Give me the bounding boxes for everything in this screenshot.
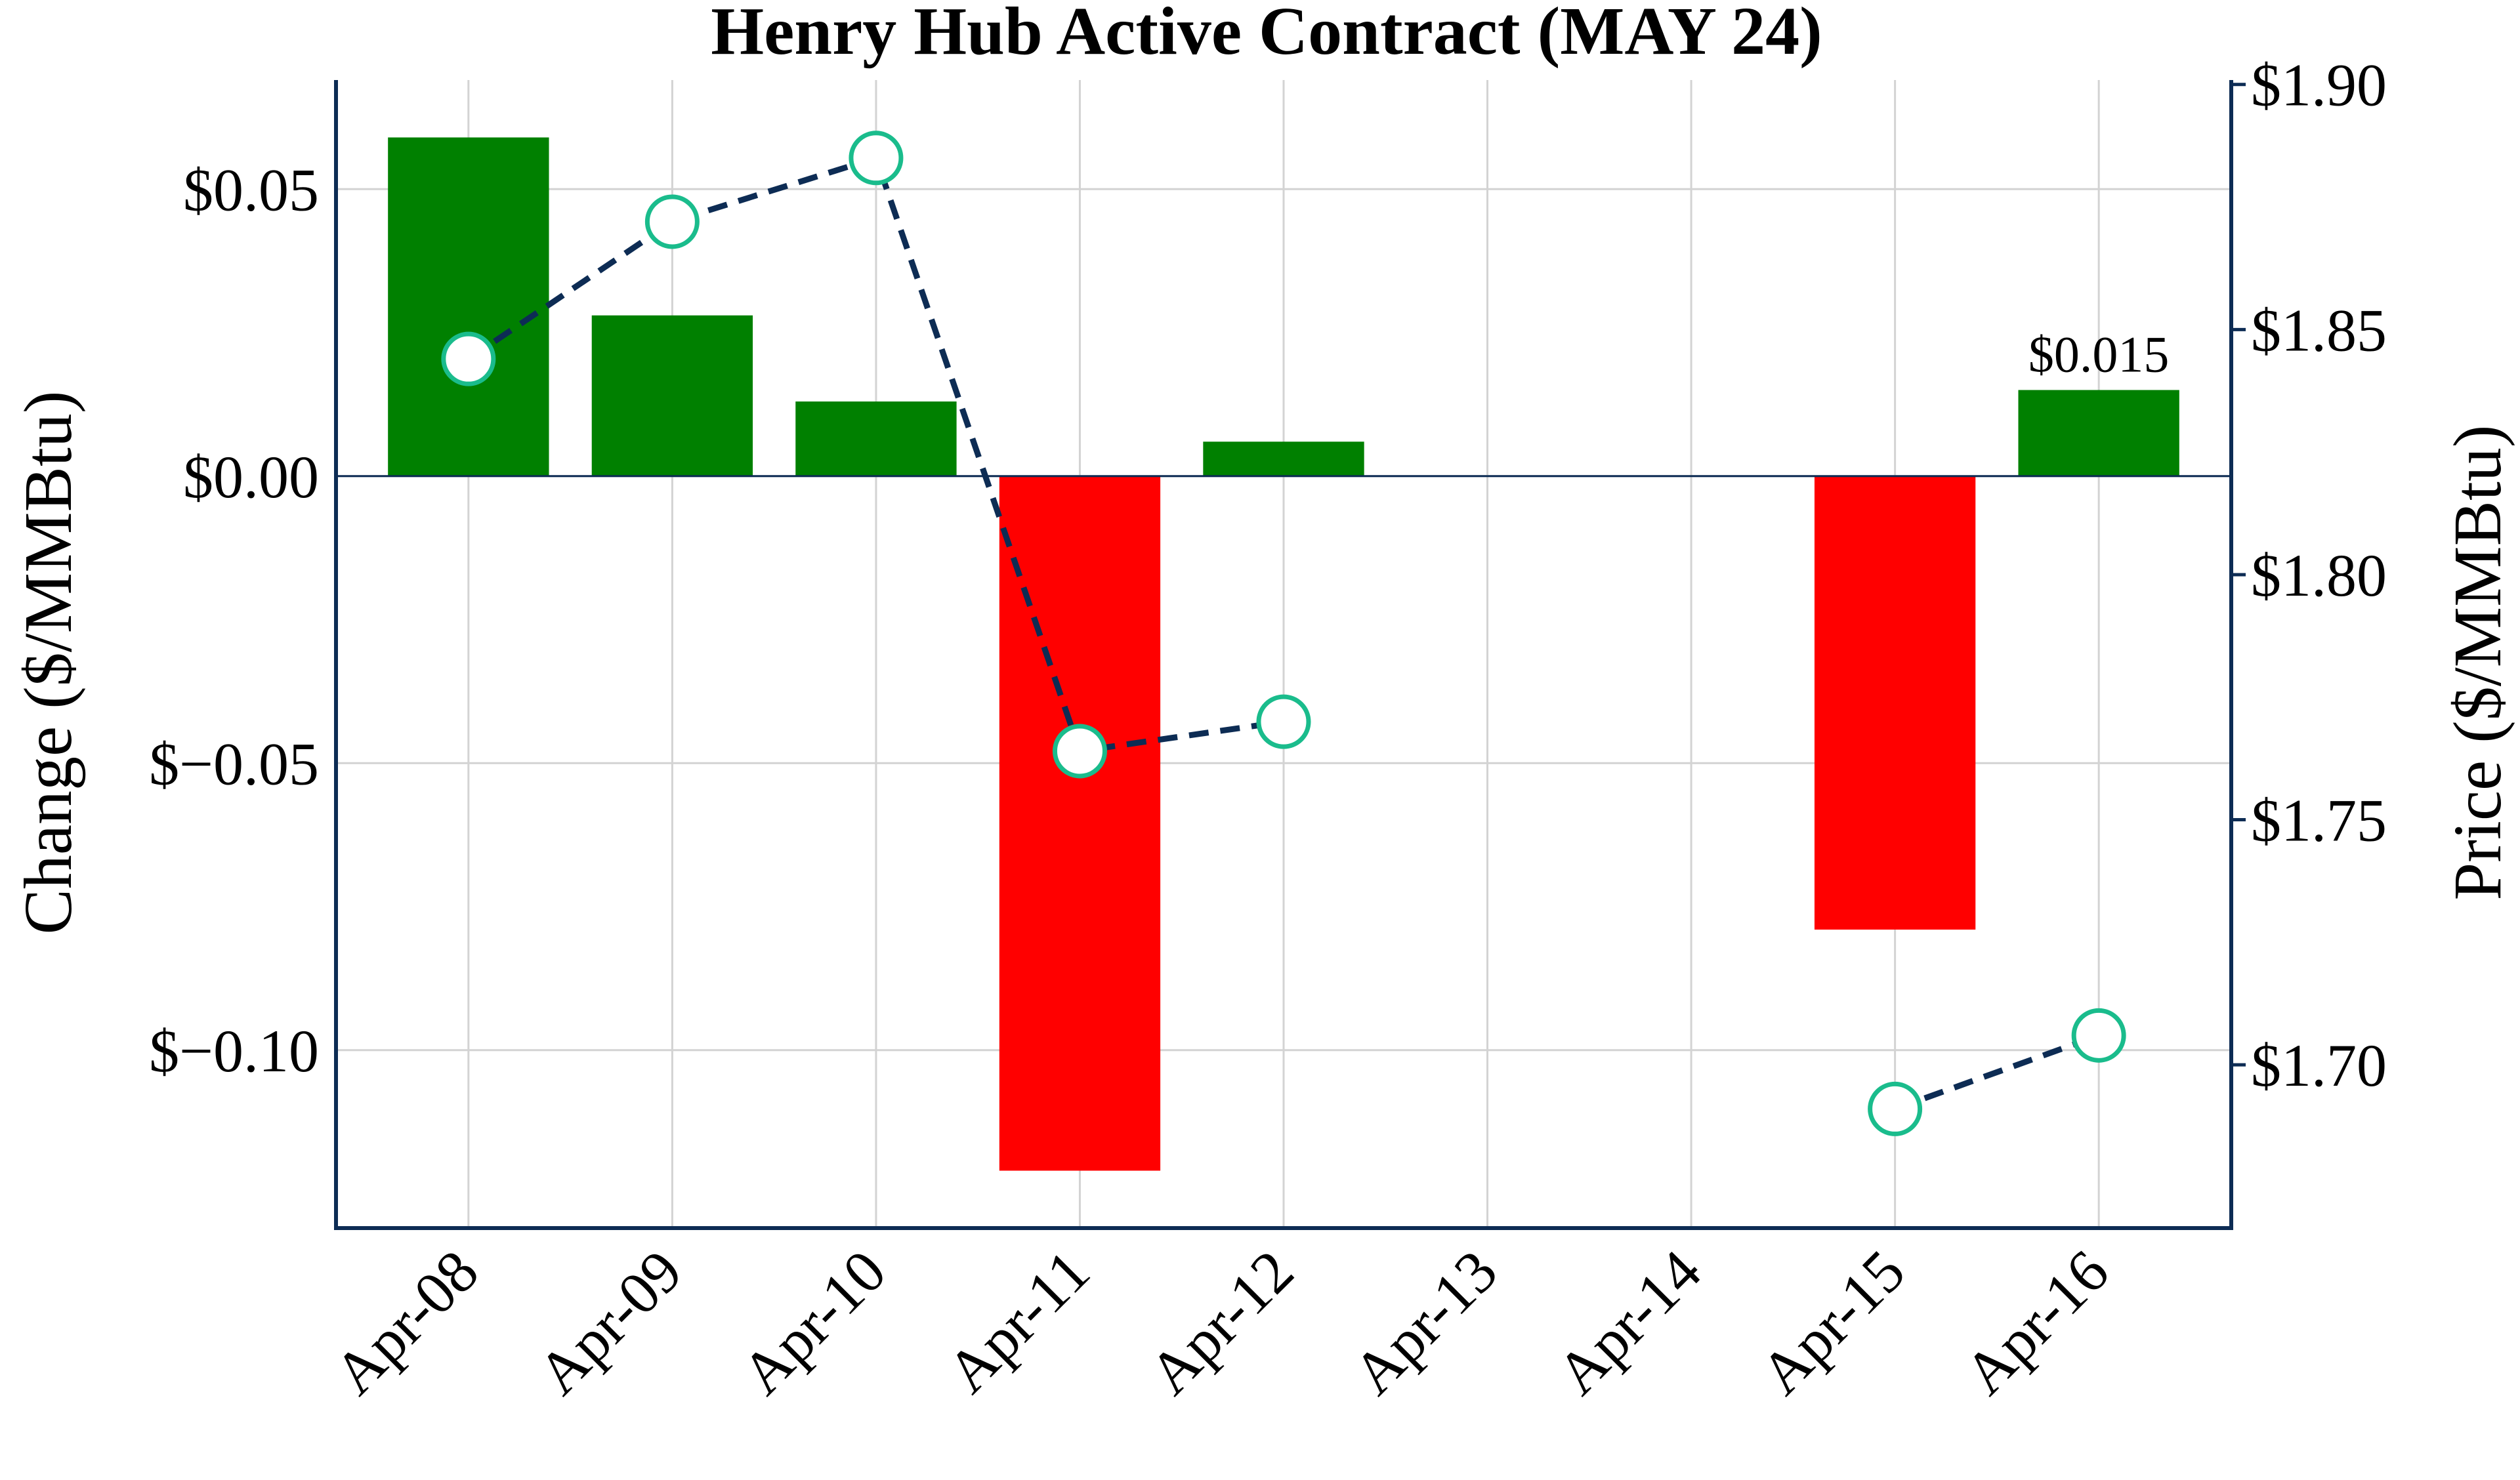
left-tick-label: $−0.05: [149, 730, 319, 797]
right-tick-label: $1.80: [2251, 542, 2387, 609]
price-marker: [1256, 694, 1311, 749]
price-line-segment: [1894, 1033, 2100, 1112]
bar: [1203, 442, 1364, 476]
price-markers: [441, 131, 2126, 1136]
annotations: $0.015: [2028, 326, 2170, 383]
left-tick-label: $0.05: [183, 156, 319, 223]
bar: [999, 476, 1161, 1171]
x-tick-label: Apr-08: [321, 1237, 491, 1407]
bar: [388, 137, 549, 476]
bar: [591, 315, 753, 476]
right-tick-label: $1.70: [2251, 1032, 2387, 1099]
price-marker: [1868, 1081, 1923, 1136]
price-marker: [849, 131, 904, 186]
bar: [1814, 476, 1976, 930]
axes: [334, 80, 2246, 1230]
x-tick-label: Apr-12: [1136, 1237, 1306, 1407]
bar-value-label: $0.015: [2028, 326, 2170, 383]
price-marker: [1052, 724, 1107, 779]
x-tick-label: Apr-16: [1952, 1237, 2122, 1407]
x-tick-label: Apr-11: [934, 1237, 1102, 1405]
x-tick-label: Apr-14: [1544, 1237, 1714, 1407]
x-tick-label: Apr-15: [1748, 1237, 1918, 1407]
bar: [795, 401, 957, 476]
left-tick-label: $0.00: [183, 443, 319, 510]
bar: [2018, 390, 2179, 476]
x-tick-label: Apr-13: [1340, 1237, 1510, 1407]
price-marker: [441, 331, 496, 386]
left-tick-label: $−0.10: [149, 1018, 319, 1084]
price-marker: [2071, 1008, 2126, 1063]
right-tick-label: $1.90: [2251, 52, 2387, 119]
x-tick-label: Apr-09: [525, 1237, 695, 1407]
x-tick-label: Apr-10: [728, 1237, 898, 1407]
right-axis-label: Price ($/MMBtu): [2440, 424, 2515, 900]
right-tick-label: $1.85: [2251, 297, 2387, 363]
right-tick-label: $1.75: [2251, 787, 2387, 854]
price-marker: [644, 194, 700, 249]
bars: [388, 137, 2179, 1171]
chart-title: Henry Hub Active Contract (MAY 24): [711, 0, 1822, 69]
left-axis-label: Change ($/MMBtu): [10, 390, 86, 934]
